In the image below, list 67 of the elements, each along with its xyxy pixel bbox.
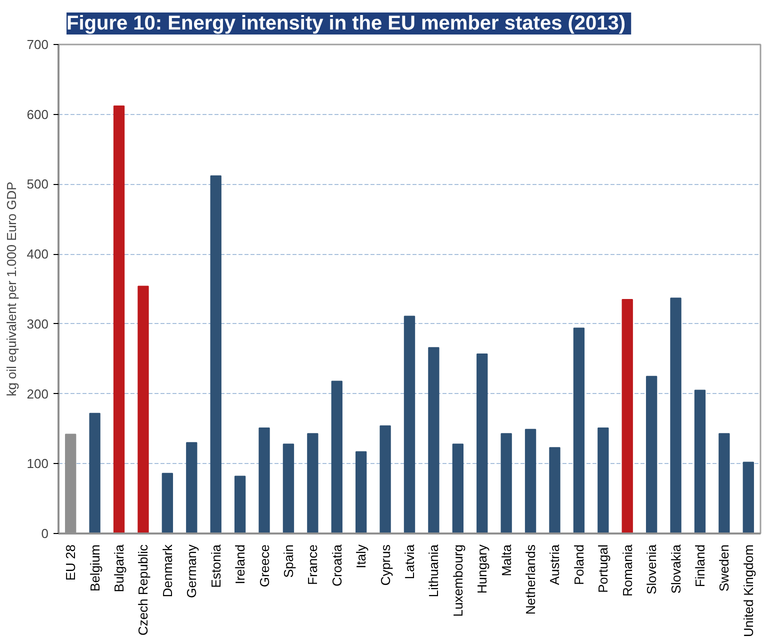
x-tick-label: Luxembourg [450, 544, 466, 617]
bar [404, 316, 416, 534]
x-tick-label: Bulgaria [112, 544, 127, 592]
y-axis-title: kg oil equivalent per 1.000 Euro GDP [4, 182, 19, 396]
x-tick-label: Cyprus [378, 544, 393, 586]
bar [694, 390, 706, 534]
x-tick-label: Malta [498, 544, 514, 576]
x-tick-label: Italy [354, 544, 369, 568]
bar [138, 286, 149, 534]
x-tick-label: Romania [620, 544, 635, 597]
x-tick-label: Lithuania [426, 544, 442, 598]
y-tick-label: 0 [41, 526, 49, 541]
y-tick-label: 100 [26, 456, 49, 472]
x-tick-label: Greece [256, 544, 272, 588]
x-tick-label: Denmark [160, 544, 175, 598]
x-tick-label: Czech Republic [136, 544, 151, 636]
x-tick-label: Ireland [232, 544, 248, 584]
bar [598, 428, 609, 534]
bar [428, 347, 440, 534]
x-tick-label: Latvia [402, 544, 417, 580]
bar [573, 328, 585, 534]
x-tick-label: Slovakia [668, 544, 684, 594]
bar [258, 428, 270, 534]
bar [380, 425, 391, 534]
bar [742, 462, 754, 534]
x-tick-label: Croatia [329, 544, 344, 586]
bar [331, 380, 342, 534]
bar [646, 376, 658, 534]
x-tick-label: Poland [571, 544, 586, 585]
chart-title: Figure 10: Energy intensity in the EU member states (2013) [66, 12, 626, 34]
bar [549, 447, 560, 534]
bar [162, 472, 174, 534]
bar [186, 442, 198, 534]
y-tick-label: 600 [26, 106, 49, 122]
y-tick-label: 500 [26, 176, 49, 192]
bar [670, 298, 682, 534]
x-tick-label: Finland [692, 544, 708, 588]
bar [113, 105, 125, 534]
x-tick-label: France [305, 544, 320, 585]
bar [210, 175, 222, 534]
bar [476, 353, 488, 534]
y-tick-label: 400 [26, 246, 49, 262]
x-tick-label: Estonia [208, 544, 224, 588]
x-tick-label: Netherlands [523, 544, 538, 615]
x-tick-label: Germany [184, 544, 200, 598]
bar [718, 433, 730, 534]
bar [307, 433, 318, 534]
bar [89, 412, 100, 534]
x-tick-label: EU 28 [63, 544, 78, 581]
x-tick-label: Belgium [87, 544, 102, 592]
x-tick-label: United Kingdom [740, 544, 756, 637]
y-tick-label: 300 [26, 316, 49, 332]
bar [500, 433, 512, 534]
bar [234, 476, 246, 534]
y-tick-label: 200 [26, 386, 49, 402]
bar [356, 451, 367, 534]
x-tick-label: Spain [280, 544, 296, 578]
x-tick-label: Portugal [596, 544, 611, 593]
x-tick-label: Slovenia [644, 544, 660, 594]
bar [452, 444, 464, 534]
x-tick-label: Hungary [474, 544, 490, 594]
x-tick-label: Sweden [716, 544, 732, 592]
bar [622, 298, 633, 534]
bar [282, 444, 294, 534]
x-tick-label: Austria [547, 544, 562, 585]
y-tick-label: 700 [26, 37, 49, 52]
bar [524, 428, 536, 534]
